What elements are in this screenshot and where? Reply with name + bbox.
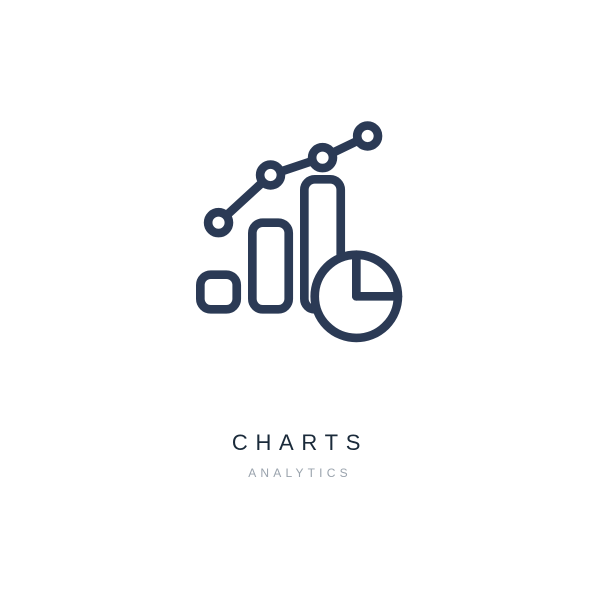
icon-subtitle: ANALYTICS [232,466,368,480]
icon-title: CHARTS [232,430,368,456]
canvas: CHARTS ANALYTICS [0,0,600,600]
label-block: CHARTS ANALYTICS [232,430,368,480]
charts-icon [150,90,450,390]
